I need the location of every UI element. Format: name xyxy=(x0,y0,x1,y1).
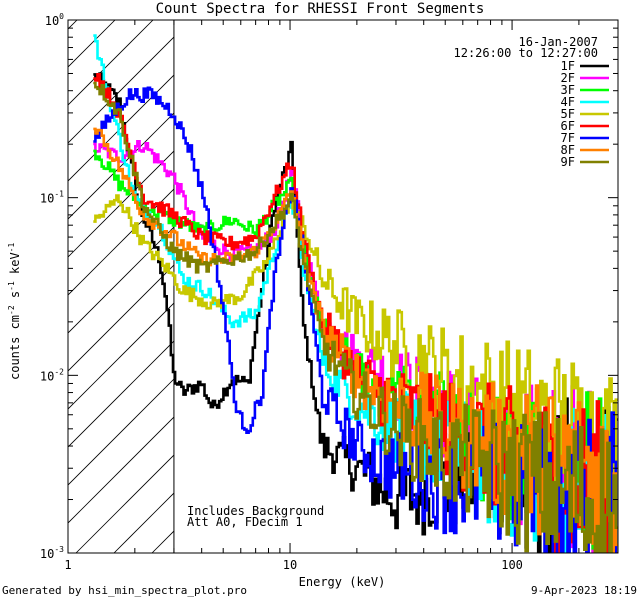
hatch-stroke xyxy=(68,150,174,258)
y-tick-label: 100 xyxy=(45,12,64,28)
date-label: 16-Jan-2007 xyxy=(518,35,598,49)
legend-label-9F: 9F xyxy=(561,155,575,169)
y-label-exp-s: -1 xyxy=(7,281,16,291)
legend-label-8F: 8F xyxy=(561,143,575,157)
y-axis-label: counts cm-2 s-1 keV-1 xyxy=(7,242,22,380)
spectrum-line-8F xyxy=(93,127,618,553)
legend-label-1F: 1F xyxy=(561,59,575,73)
legend-label-6F: 6F xyxy=(561,119,575,133)
chart-title: Count Spectra for RHESSI Front Segments xyxy=(155,1,485,17)
x-tick-label: 10 xyxy=(283,558,297,572)
hatch-stroke xyxy=(68,226,174,334)
background-note: Includes Background xyxy=(187,504,325,518)
legend-label-4F: 4F xyxy=(561,95,575,109)
generator-credit: Generated by hsi_min_spectra_plot.pro xyxy=(2,584,248,597)
axis-tick-labels: 1 10 100 100 10-1 10-2 10-3 xyxy=(40,12,523,572)
attenuator-note: Att A0, FDecim 1 xyxy=(187,515,303,529)
legend-label-5F: 5F xyxy=(561,107,575,121)
hatch-stroke xyxy=(68,378,174,486)
plot-frame xyxy=(67,19,619,554)
hatch-stroke xyxy=(68,20,154,106)
hatch-stroke xyxy=(68,188,174,296)
time-range-label: 12:26:00 to 12:27:00 xyxy=(453,46,599,60)
x-tick-label: 1 xyxy=(64,558,71,572)
axis-ticks xyxy=(67,19,619,554)
generation-timestamp: 9-Apr-2023 18:19 xyxy=(531,584,637,597)
series-layer xyxy=(93,34,618,553)
y-tick-label: 10-3 xyxy=(40,545,64,561)
hatch-stroke xyxy=(68,20,116,68)
y-label-exp-cm: -2 xyxy=(7,305,16,315)
hatch-stroke xyxy=(68,416,174,524)
legend-label-3F: 3F xyxy=(561,83,575,97)
y-label-exp-kev: -1 xyxy=(7,242,16,253)
y-tick-label: 10-2 xyxy=(40,367,64,383)
y-tick-label: 10-1 xyxy=(40,190,64,206)
hatch-stroke xyxy=(68,36,174,144)
y-label-kev: keV xyxy=(8,252,22,282)
x-axis-label: Energy (keV) xyxy=(298,575,386,589)
hatched-excluded-region xyxy=(68,20,174,553)
legend-label-7F: 7F xyxy=(561,131,575,145)
y-label-counts: counts cm xyxy=(8,314,22,380)
spectrum-line-9F xyxy=(93,81,618,553)
legend-label-2F: 2F xyxy=(561,71,575,85)
x-tick-label: 100 xyxy=(501,558,523,572)
y-label-s: s xyxy=(8,290,22,306)
